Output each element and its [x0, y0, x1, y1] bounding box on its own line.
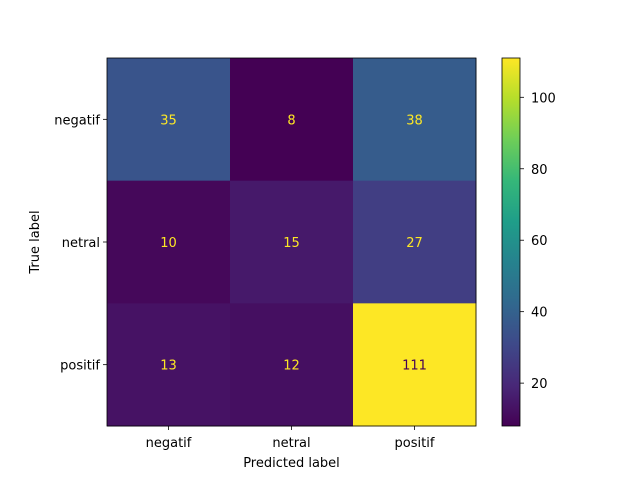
colorbar-tick-label: 100: [531, 91, 556, 106]
y-tick-label: netral: [62, 236, 100, 251]
cell-value-label: 10: [160, 236, 177, 251]
heatmap-cells: 35 8 38 10 15 27 13 12 111: [107, 58, 477, 427]
heatmap-cell: [107, 58, 231, 182]
heatmap-cell: [107, 303, 231, 427]
x-axis-title: Predicted label: [243, 456, 340, 471]
y-tick-label: positif: [60, 359, 100, 374]
cell-value-label: 13: [160, 359, 177, 374]
heatmap-cell: [107, 180, 231, 304]
colorbar-tick-label: 40: [531, 306, 548, 321]
x-tick-label: positif: [395, 436, 435, 451]
x-tick-label: netral: [272, 436, 310, 451]
x-tick-label: negatif: [146, 436, 192, 451]
cell-value-label: 38: [406, 113, 423, 128]
cell-value-label: 8: [287, 113, 295, 128]
cell-value-label: 12: [283, 359, 300, 374]
y-axis-ticks: negatif netral positif: [54, 113, 107, 374]
cell-value-label: 35: [160, 113, 177, 128]
heatmap-cell: [353, 58, 477, 182]
colorbar-tick-label: 60: [531, 234, 548, 249]
y-tick-label: negatif: [54, 113, 100, 128]
cell-value-label: 27: [406, 236, 423, 251]
colorbar-ticks: 20 40 60 80 100: [520, 91, 556, 392]
x-axis-ticks: negatif netral positif: [146, 426, 435, 451]
colorbar-tick-label: 80: [531, 163, 548, 178]
heatmap-cell: [353, 180, 477, 304]
heatmap-cell: [230, 58, 354, 182]
colorbar: [501, 57, 521, 427]
colorbar-tick-label: 20: [531, 377, 548, 392]
cell-value-label: 111: [402, 359, 427, 374]
heatmap-cell: [353, 303, 477, 427]
y-axis-title: True label: [28, 210, 43, 274]
heatmap-cell: [230, 180, 354, 304]
cell-value-label: 15: [283, 236, 300, 251]
heatmap-cell: [230, 303, 354, 427]
